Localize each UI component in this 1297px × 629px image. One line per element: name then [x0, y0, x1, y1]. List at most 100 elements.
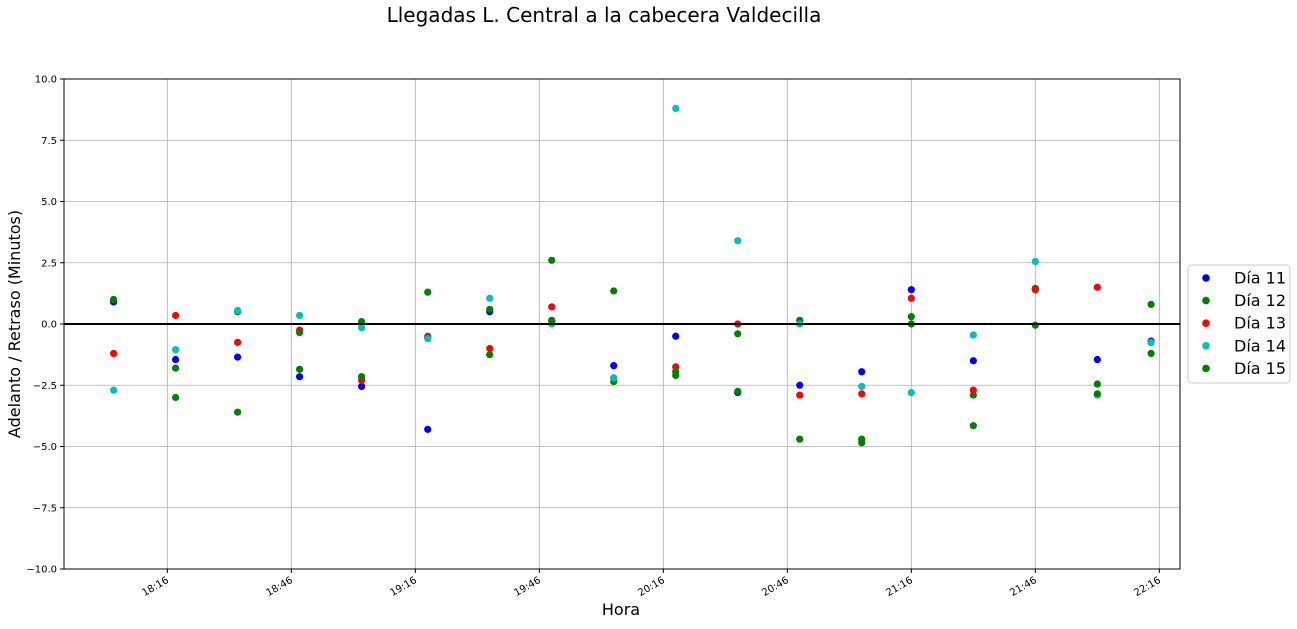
x-tick-label: 19:16: [388, 575, 418, 599]
legend-label: Día 13: [1234, 314, 1286, 333]
chart-title: Llegadas L. Central a la cabecera Valdec…: [387, 3, 822, 27]
legend-label: Día 14: [1234, 336, 1286, 355]
y-tick-label: 7.5: [41, 136, 57, 147]
data-point: [424, 335, 432, 343]
data-point: [610, 287, 618, 295]
data-point: [796, 381, 804, 389]
data-point: [172, 355, 180, 364]
data-point: [858, 439, 866, 447]
data-point: [672, 104, 680, 112]
data-point: [796, 391, 804, 399]
data-point: [358, 324, 366, 332]
data-point: [172, 311, 180, 320]
data-point: [234, 306, 242, 315]
data-point: [424, 425, 432, 433]
x-tick-label: 22:16: [1132, 575, 1162, 599]
x-tick-label: 21:46: [1008, 575, 1038, 599]
data-point: [1093, 380, 1101, 388]
data-point: [486, 305, 494, 313]
legend-marker: [1202, 364, 1210, 373]
data-point: [858, 390, 866, 398]
data-point: [172, 393, 180, 402]
data-point: [1147, 349, 1155, 357]
data-point: [969, 357, 977, 365]
data-point: [424, 288, 432, 296]
data-point: [1093, 283, 1101, 291]
data-point: [858, 382, 866, 391]
x-tick-label: 21:16: [884, 575, 914, 599]
data-point: [907, 286, 915, 294]
legend-marker: [1202, 342, 1210, 350]
data-point: [486, 344, 494, 353]
data-point: [734, 237, 742, 245]
y-tick-label: 5.0: [41, 197, 57, 208]
x-tick-label: 18:46: [264, 575, 294, 599]
data-point: [296, 328, 304, 337]
data-point: [672, 368, 680, 376]
data-points: [110, 104, 1155, 447]
x-tick-label: 20:16: [636, 575, 666, 599]
data-point: [172, 346, 180, 354]
y-tick-label: 2.5: [41, 258, 57, 269]
legend-marker: [1202, 319, 1210, 328]
x-tick-label: 18:16: [140, 575, 170, 599]
x-axis-label: Hora: [602, 600, 640, 619]
data-point: [969, 331, 977, 339]
data-point: [110, 295, 118, 304]
data-point: [969, 386, 977, 394]
data-point: [858, 368, 866, 376]
y-tick-label: −10.0: [26, 565, 57, 576]
data-point: [110, 386, 118, 394]
data-point: [1031, 321, 1039, 329]
data-point: [296, 311, 304, 320]
data-point: [234, 353, 242, 361]
data-point: [296, 365, 304, 373]
y-tick-label: 10.0: [35, 75, 57, 86]
data-point: [1147, 300, 1155, 308]
data-point: [1147, 338, 1155, 346]
data-point: [610, 362, 618, 370]
data-point: [548, 316, 556, 324]
legend-label: Día 12: [1234, 291, 1286, 310]
data-point: [172, 364, 180, 372]
y-axis-label: Adelanto / Retraso (Minutos): [5, 210, 24, 438]
legend-label: Día 11: [1234, 269, 1286, 288]
data-point: [907, 294, 915, 302]
data-point: [672, 332, 680, 340]
legend-marker: [1202, 296, 1210, 305]
y-tick-label: −7.5: [33, 503, 57, 514]
data-point: [1031, 286, 1039, 294]
data-point: [1031, 257, 1039, 266]
data-point: [234, 338, 242, 346]
legend-label: Día 15: [1234, 359, 1286, 378]
data-point: [548, 256, 556, 264]
data-point: [907, 313, 915, 321]
data-point: [486, 294, 494, 302]
data-point: [110, 349, 118, 357]
data-point: [358, 373, 366, 381]
axes: 10.0 7.5 5.0 2.5 0.0 −2.5 −5.0 −7.5 −10.0 18:16 18…: [26, 75, 1181, 599]
data-point: [1093, 390, 1101, 398]
legend-box: [1187, 264, 1291, 384]
data-point: [486, 351, 494, 359]
data-point: [969, 422, 977, 430]
data-point: [1093, 355, 1101, 364]
data-point: [296, 373, 304, 381]
legend: Día 11 Día 12 Día 13 Día 14 Día 15: [1187, 264, 1291, 384]
y-tick-label: −5.0: [33, 442, 57, 453]
data-point: [734, 330, 742, 338]
data-point: [796, 435, 804, 443]
y-tick-label: 0.0: [41, 320, 57, 331]
data-point: [358, 382, 366, 391]
data-point: [907, 389, 915, 397]
x-tick-label: 19:46: [512, 575, 542, 599]
legend-marker: [1202, 274, 1210, 282]
y-tick-label: −2.5: [33, 381, 57, 392]
x-tick-label: 20:46: [760, 575, 790, 599]
data-point: [548, 303, 556, 311]
data-point: [234, 408, 242, 416]
data-point: [610, 374, 618, 382]
data-point: [734, 387, 742, 395]
